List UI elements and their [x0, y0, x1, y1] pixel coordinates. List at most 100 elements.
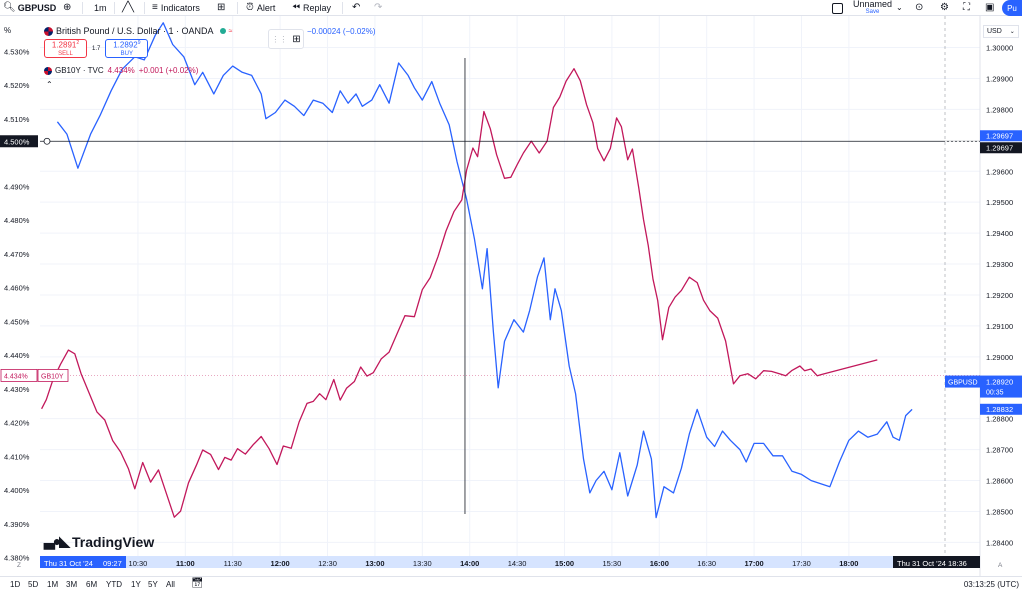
alert-button[interactable]: ⏰︎ Alert — [246, 0, 275, 16]
range-button-all[interactable]: All — [166, 580, 175, 589]
tradingview-logo: ▃●◣ TradingView — [44, 533, 154, 550]
alert-label: Alert — [256, 3, 276, 13]
toolbar-divider — [114, 2, 115, 14]
time-axis[interactable]: 10:30 11:00 11:30 12:00 12:30 13:00 13:30 14:00… — [17, 556, 1003, 569]
layouts-button[interactable]: ⊞ — [217, 0, 225, 16]
buy-button[interactable]: 1.28929 BUY — [105, 39, 149, 58]
left-axis-tick-label: 4.390% — [4, 520, 30, 529]
time-axis-tick-label: 13:30 — [413, 559, 432, 568]
time-axis-highlight — [40, 556, 980, 568]
chart-grid — [40, 16, 981, 576]
wave-icon: ≈ — [228, 27, 233, 35]
market-open-dot-icon — [219, 28, 226, 34]
left-axis-tick-label: 4.440% — [4, 351, 30, 360]
sell-button[interactable]: 1.28912 SELL — [44, 39, 87, 58]
left-scale-unit[interactable]: % — [4, 26, 12, 35]
time-axis-tick-label: 15:00 — [555, 559, 574, 568]
zoom-reset-icon: Z — [17, 562, 21, 569]
line-chart-icon: ╱╲ — [122, 2, 135, 13]
compare-button[interactable]: ⊕ — [63, 0, 71, 16]
right-axis-tick-label: 1.29600 — [986, 167, 1013, 176]
right-axis-tick-label: 1.29500 — [986, 198, 1013, 207]
main-series-title-row[interactable]: British Pound / U.S. Dollar · 1 · OANDA … — [44, 26, 232, 36]
price-labels: 4.500% 1.29697 1.29697 GBPUSD 1.28920 00:35 1.… — [0, 130, 1022, 415]
time-start-label-date: Thu 31 Oct '24 — [44, 559, 93, 568]
fullscreen-button[interactable]: ⛶ — [963, 0, 970, 16]
bottom-bar: 1D 5D 1M 3M 6M YTD 1Y 5Y All 📅︎ 03:13:25 (UTC) — [0, 576, 1022, 592]
range-button-1y[interactable]: 1Y — [131, 580, 141, 589]
sell-price: 1.2891 — [51, 40, 77, 50]
range-button-5y[interactable]: 5Y — [148, 580, 158, 589]
publish-button[interactable]: Pu — [1002, 0, 1022, 16]
calendar-icon[interactable]: 📅︎ — [191, 578, 204, 589]
crosshair — [40, 58, 980, 514]
chart-type-button[interactable]: ╱╲ — [122, 0, 134, 16]
snapshot-button[interactable]: ▣ — [985, 0, 994, 16]
gbpusd-name-label-bg — [945, 375, 980, 388]
indicators-button[interactable]: ≡ Indicators — [152, 0, 200, 16]
grid-icon: ⊞ — [217, 2, 226, 13]
chevron-down-icon: ⌄ — [896, 3, 903, 12]
right-price-label: 1.29697 — [986, 131, 1013, 140]
layout-menu-button[interactable]: ⌄ — [896, 0, 903, 16]
time-end-label: Thu 31 Oct '24 18:36 — [897, 559, 967, 568]
time-axis-tick-label: 17:00 — [744, 559, 763, 568]
undo-icon: ↶ — [352, 2, 361, 13]
settings-button[interactable]: ⚙︎ — [940, 0, 949, 16]
replay-icon: ⏪︎ — [292, 2, 300, 13]
left-axis-tick-label: 4.410% — [4, 452, 30, 461]
replay-button[interactable]: ⏪︎ Replay — [292, 0, 331, 16]
layout-checkbox[interactable] — [832, 0, 843, 16]
time-axis-tick-label: 13:00 — [365, 559, 384, 568]
add-indicator-icon[interactable]: ⊞ — [292, 33, 301, 45]
gb10y-value: 4.434% — [107, 66, 135, 75]
tradingview-logo-icon: ▃●◣ — [44, 533, 70, 549]
range-button-ytd[interactable]: YTD — [106, 580, 122, 589]
sell-label: SELL — [58, 51, 73, 58]
left-axis-tick-label: 4.400% — [4, 486, 30, 495]
series-layer — [40, 22, 980, 519]
left-axis-tick-label: 4.510% — [4, 115, 30, 124]
redo-button[interactable]: ↷ — [374, 0, 382, 16]
crosshair-anchor-dot — [43, 137, 51, 145]
collapse-legend-button[interactable]: ⌃ — [46, 80, 53, 89]
gb10y-legend[interactable]: GB10Y · TVC 4.434% +0.001 (+0.02%) — [44, 66, 198, 75]
auto-scale-icon: A — [998, 562, 1003, 569]
layout-name-button[interactable]: Unnamed Save — [853, 0, 892, 16]
left-axis-tick-label: 4.420% — [4, 419, 30, 428]
right-axis-tick-label: 1.28500 — [986, 507, 1013, 516]
range-button-5d[interactable]: 5D — [28, 580, 39, 589]
checkbox-icon — [832, 2, 843, 14]
range-button-1d[interactable]: 1D — [10, 580, 21, 589]
time-axis-tick-label: 18:00 — [839, 559, 858, 568]
right-axis-tick-label: 1.30000 — [986, 44, 1013, 53]
gear-icon: ⚙︎ — [940, 2, 949, 13]
right-axis-tick-label: 1.28600 — [986, 477, 1013, 486]
time-axis-tick-label: 12:00 — [271, 559, 290, 568]
interval-button[interactable]: 1m — [94, 0, 107, 16]
right-price-axis[interactable]: 1.30000 1.29900 1.29800 1.29600 1.29500 1.294… — [986, 44, 1013, 548]
right-axis-tick-label: 1.29300 — [986, 260, 1013, 269]
buy-price: 1.2892 — [113, 40, 138, 50]
left-axis-tick-label: 4.450% — [4, 317, 30, 326]
chart-canvas[interactable]: 4.530% 4.520% 4.510% 4.490% 4.480% 4.470% 4.46… — [0, 16, 1022, 576]
quick-search-button[interactable]: ⊙ — [915, 0, 923, 16]
left-axis-tick-label: 4.470% — [4, 250, 30, 259]
right-axis-tick-label: 1.29900 — [986, 74, 1013, 83]
drag-handle-icon[interactable]: ⋮⋮ — [271, 34, 288, 44]
left-axis-tick-label: 4.520% — [4, 81, 30, 90]
utc-clock[interactable]: 03:13:25 (UTC) — [963, 580, 1019, 589]
time-axis-tick-label: 11:30 — [224, 559, 242, 568]
range-button-1m[interactable]: 1M — [47, 580, 59, 589]
range-button-3m[interactable]: 3M — [66, 580, 78, 589]
symbol-search[interactable]: 🔍︎ GBPUSD — [3, 0, 56, 16]
camera-icon: ▣ — [985, 2, 995, 13]
range-button-6m[interactable]: 6M — [86, 580, 98, 589]
time-axis-tick-label: 14:00 — [460, 559, 479, 568]
undo-button[interactable]: ↶ — [352, 0, 360, 16]
currency-selector[interactable]: USD ⌄ — [983, 25, 1019, 38]
right-axis-tick-label: 1.29100 — [986, 322, 1013, 331]
left-price-axis[interactable]: 4.530% 4.520% 4.510% 4.490% 4.480% 4.470% 4.46… — [4, 47, 30, 562]
time-axis-tick-label: 16:30 — [697, 559, 716, 568]
time-axis-tick-label: 15:30 — [603, 559, 622, 568]
